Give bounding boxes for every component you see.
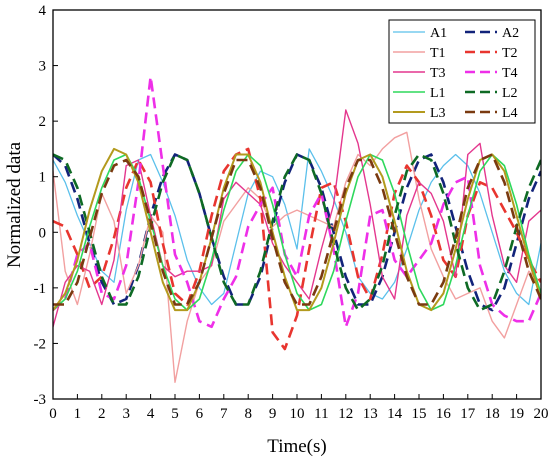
y-tick-label: 1 (39, 170, 47, 186)
ticks-layer: 0 1 2 3 4 5 6 7 8 9 10 11 12 13 14 15 16 17 18 19 20-3-2-101… (34, 3, 549, 422)
x-tick-label: 2 (98, 406, 106, 422)
legend: A1 A2 T1 T2 T3 T4 L1 L2 L3 L4 (388, 19, 536, 124)
y-tick-label: 4 (39, 3, 47, 19)
x-tick-label: 17 (460, 406, 476, 422)
legend-label-t1: T1 (430, 46, 446, 61)
y-tick-label: -1 (34, 281, 47, 297)
legend-label-l3: L3 (430, 106, 446, 121)
series-line-l2 (53, 153, 541, 312)
series-line-l1 (53, 153, 541, 311)
x-tick-label: 14 (387, 406, 403, 422)
legend-label-t3: T3 (430, 66, 446, 81)
x-tick-label: 3 (122, 406, 130, 422)
series-line-t1 (53, 131, 541, 383)
legend-label-t2: T2 (502, 46, 518, 61)
x-tick-label: 16 (436, 406, 452, 422)
series-line-l4 (53, 153, 541, 306)
x-tick-label: 12 (338, 406, 353, 422)
x-tick-label: 6 (196, 406, 204, 422)
y-axis-label: Normalized data (4, 141, 25, 268)
x-tick-label: 19 (509, 406, 524, 422)
y-tick-label: 2 (39, 114, 47, 130)
legend-label-a2: A2 (502, 26, 519, 41)
x-tick-label: 8 (244, 406, 252, 422)
legend-label-a1: A1 (430, 26, 447, 41)
legend-label-l4: L4 (502, 106, 518, 121)
legend-label-l1: L1 (430, 86, 446, 101)
x-tick-label: 11 (314, 406, 328, 422)
x-tick-label: 18 (485, 406, 500, 422)
x-tick-label: 9 (269, 406, 277, 422)
x-tick-label: 13 (363, 406, 378, 422)
x-tick-label: 1 (74, 406, 82, 422)
y-tick-label: -2 (34, 336, 47, 352)
series-layer (53, 75, 541, 383)
x-tick-label: 10 (290, 406, 305, 422)
x-tick-label: 5 (171, 406, 179, 422)
x-tick-label: 7 (220, 406, 228, 422)
x-tick-label: 20 (534, 406, 549, 422)
x-tick-label: 15 (412, 406, 427, 422)
legend-label-l2: L2 (502, 86, 518, 101)
x-axis-label: Time(s) (267, 436, 326, 457)
x-tick-label: 0 (49, 406, 57, 422)
series-line-t4 (53, 75, 541, 329)
legend-label-t4: T4 (502, 66, 518, 81)
y-tick-label: 0 (39, 225, 47, 241)
series-line-a1 (53, 148, 541, 306)
y-tick-label: 3 (39, 59, 47, 75)
y-tick-label: -3 (34, 392, 47, 408)
x-tick-label: 4 (147, 406, 155, 422)
